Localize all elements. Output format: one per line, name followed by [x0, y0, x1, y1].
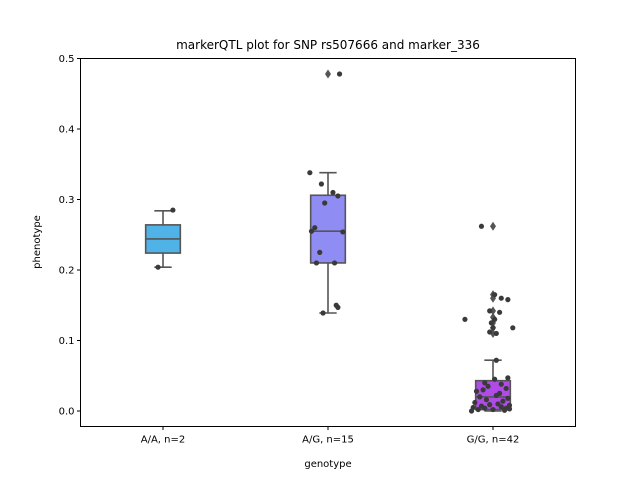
x-axis: A/A, n=2 A/G, n=15 G/G, n=42 [141, 426, 520, 446]
y-tick-label: 0.3 [59, 195, 75, 206]
data-point [155, 264, 161, 270]
box-group [474, 221, 512, 412]
data-point [487, 308, 493, 314]
data-point [488, 320, 494, 326]
data-point [497, 309, 503, 315]
data-point [505, 375, 511, 381]
y-tick-label: 0.0 [59, 406, 75, 417]
data-point [170, 207, 176, 213]
x-tick-label: A/G, n=15 [302, 435, 354, 446]
data-point [498, 381, 504, 387]
data-point [505, 297, 511, 303]
data-point [318, 181, 324, 187]
data-point [487, 402, 493, 408]
box-group [144, 209, 182, 268]
data-point [493, 357, 499, 363]
data-point [473, 388, 480, 394]
data-point [492, 376, 498, 382]
data-point [322, 200, 328, 206]
data-point [312, 225, 318, 231]
data-point [477, 394, 483, 400]
data-point [485, 383, 491, 389]
data-point [482, 380, 488, 386]
y-axis-label: phenotype [32, 215, 43, 269]
data-point [493, 330, 499, 337]
data-point [478, 223, 485, 229]
data-point [510, 325, 516, 331]
data-point [500, 398, 506, 404]
box-group [309, 69, 347, 314]
data-point [472, 399, 478, 406]
data-point [336, 71, 343, 77]
data-point [308, 228, 315, 234]
data-point [332, 260, 338, 266]
data-point [490, 406, 496, 413]
boxes [144, 69, 512, 412]
outlier-marker [325, 69, 331, 79]
y-tick-label: 0.4 [59, 124, 75, 135]
data-point [320, 310, 326, 316]
outlier-marker [490, 221, 496, 231]
data-point [490, 325, 496, 331]
data-point [483, 397, 489, 403]
data-point [335, 193, 341, 199]
data-point [506, 406, 513, 412]
outlier-marker [490, 306, 496, 316]
data-point [468, 408, 475, 414]
data-point [501, 407, 508, 413]
data-point [498, 404, 504, 410]
data-point [462, 316, 468, 322]
data-point [340, 229, 346, 235]
data-point [313, 260, 320, 266]
data-point [482, 405, 488, 411]
data-point [498, 295, 504, 301]
chart-title: markerQTL plot for SNP rs507666 and mark… [176, 38, 480, 52]
y-axis: 0.0 0.1 0.2 0.3 0.4 0.5 [59, 54, 81, 417]
x-tick-label: A/A, n=2 [141, 435, 186, 446]
y-tick-label: 0.1 [59, 336, 75, 347]
data-point [317, 249, 323, 255]
data-point [505, 395, 511, 401]
x-tick-label: G/G, n=42 [467, 435, 520, 446]
data-point [475, 406, 481, 413]
data-point [492, 292, 498, 298]
data-point [307, 170, 313, 176]
data-point [493, 392, 499, 399]
data-point [480, 387, 486, 393]
y-tick-label: 0.2 [59, 265, 75, 276]
x-axis-label: genotype [304, 459, 351, 470]
data-point [492, 316, 498, 322]
data-point [330, 189, 336, 196]
y-tick-label: 0.5 [59, 54, 75, 65]
data-point [503, 385, 509, 392]
data-point [487, 329, 493, 335]
points [155, 71, 516, 414]
data-point [335, 304, 341, 310]
